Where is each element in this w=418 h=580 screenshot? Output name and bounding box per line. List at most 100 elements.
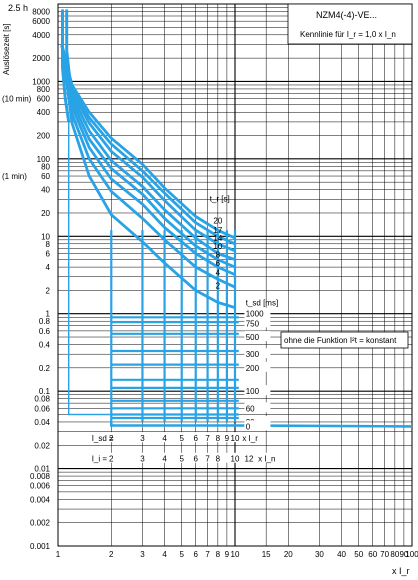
y-extra-label: (10 min) — [2, 95, 32, 104]
y-tick-label: 20 — [41, 209, 50, 218]
isd-value: 8 — [216, 434, 221, 443]
y-tick-label: 4000 — [32, 31, 50, 40]
y-tick-label: 1000 — [32, 77, 50, 86]
tsd-label-bg — [244, 317, 271, 328]
y-tick-label: 8000 — [32, 8, 50, 17]
y-tick-label: 0.06 — [34, 404, 50, 413]
x-tick-label: 1 — [56, 550, 61, 559]
y-tick-label: 0.004 — [30, 495, 51, 504]
long-delay-upper-line — [61, 9, 71, 123]
tr-label: 2 — [216, 282, 221, 291]
tsd-label-bg — [244, 385, 271, 396]
y-tick-label: 8 — [46, 240, 51, 249]
y-tick-label: 0.008 — [30, 472, 51, 481]
y-tick-label: 0.2 — [39, 364, 51, 373]
tr-label: 14 — [213, 234, 222, 243]
x-tick-label: 6 — [194, 550, 199, 559]
x-tick-label: 90 — [399, 550, 408, 559]
x-tick-label: 70 — [380, 550, 389, 559]
y-tick-label: 800 — [37, 85, 51, 94]
x-tick-label: 2 — [109, 550, 114, 559]
tsd-label: 1000 — [246, 310, 264, 319]
y-tick-label: 0.001 — [30, 542, 51, 551]
ii-heading: I_i = — [92, 455, 108, 464]
tsd-label-bg — [244, 402, 271, 413]
tr-label: 17 — [213, 226, 222, 235]
ii-value: 2 — [109, 455, 114, 464]
chart-title: NZM4(-4)-VE... — [316, 10, 377, 20]
y-tick-label: 200 — [37, 132, 51, 141]
y-tick-label: 1 — [46, 310, 51, 319]
annotation-box — [280, 331, 409, 349]
y-tick-label: 80 — [41, 162, 50, 171]
tr-curve — [60, 44, 236, 253]
y-tick-label: 0.1 — [39, 387, 51, 396]
ii-value: 8 — [216, 455, 221, 464]
isd-value: 7 — [205, 434, 210, 443]
tsd-heading: t_sd [ms] — [246, 298, 278, 307]
chart-subtitle: Kennlinie für I_r = 1,0 x I_n — [300, 30, 396, 39]
tr-heading: t_r [s] — [210, 195, 230, 204]
tr-curve — [60, 44, 236, 269]
ii-value: 3 — [140, 455, 145, 464]
x-tick-label: 4 — [162, 550, 167, 559]
ii-value: 7 — [205, 455, 210, 464]
tsd-label-bg — [244, 348, 271, 359]
y-tick-label: 100 — [37, 155, 51, 164]
y-tick-label: 0.4 — [39, 341, 51, 350]
y-tick-label: 0.04 — [34, 418, 50, 427]
tsd-label-bg — [244, 331, 271, 342]
x-tick-label: 80 — [390, 550, 399, 559]
x-tick-label: 5 — [179, 550, 184, 559]
y-tick-label: 2 — [46, 286, 51, 295]
isd-heading: I_sd = — [92, 434, 114, 443]
x-tick-label: 30 — [315, 550, 324, 559]
tsd-label: 300 — [246, 350, 260, 359]
y-tick-label: 0.6 — [39, 327, 51, 336]
tsd-label: 750 — [246, 319, 260, 328]
x-tick-label: 8 — [216, 550, 221, 559]
isd-value: 6 — [194, 434, 199, 443]
tr-curve — [60, 44, 236, 261]
isd-value: 9 — [225, 434, 230, 443]
tsd-label-bg — [244, 361, 271, 372]
y-tick-label: 2000 — [32, 54, 50, 63]
y-tick-label: 400 — [37, 108, 51, 117]
isd-value: 2 — [109, 434, 114, 443]
x-tick-label: 3 — [140, 550, 145, 559]
y-tick-label: 40 — [41, 186, 50, 195]
ii-unit: x I_n — [258, 455, 275, 464]
tsd-label: 100 — [246, 387, 260, 396]
tr-label: 8 — [216, 251, 221, 260]
x-tick-label: 50 — [354, 550, 363, 559]
tsd-label-bg — [244, 307, 271, 318]
dashed-limit-line — [68, 121, 112, 416]
y-tick-label: 60 — [41, 172, 50, 181]
tr-curve — [60, 44, 236, 276]
title-box — [287, 3, 413, 45]
y-tick-label: 6 — [46, 249, 51, 258]
isd-value: 4 — [162, 434, 167, 443]
tr-curve — [60, 44, 236, 289]
ii-value: 6 — [194, 455, 199, 464]
x-tick-label: 20 — [284, 550, 293, 559]
tr-label: 6 — [216, 259, 221, 268]
x-tick-label: 40 — [337, 550, 346, 559]
tsd-label-bg — [244, 420, 271, 431]
y-tick-label: 0.08 — [34, 395, 50, 404]
isd-unit: x I_r — [242, 434, 258, 443]
ii-value: 12 — [245, 455, 254, 464]
instantaneous-line — [110, 422, 413, 428]
tr-curve — [60, 44, 236, 240]
ii-value: 10 — [231, 455, 240, 464]
tr-label: 20 — [213, 216, 222, 225]
isd-value: 3 — [140, 434, 145, 443]
y-tick-label: 4 — [46, 263, 51, 272]
y-tick-label: 0.02 — [34, 441, 50, 450]
curves — [60, 9, 413, 428]
y-tick-label: 10 — [41, 232, 50, 241]
y-tick-label: 0.006 — [30, 482, 51, 491]
